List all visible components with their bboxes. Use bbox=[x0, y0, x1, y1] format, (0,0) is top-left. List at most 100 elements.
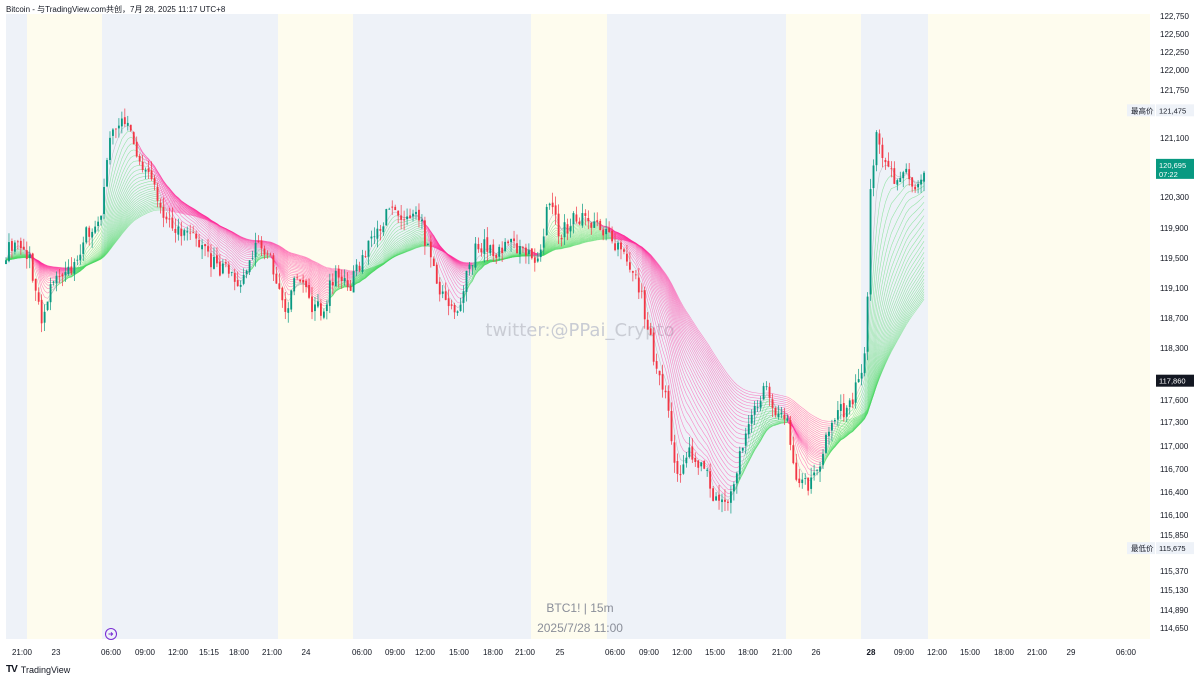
ribbon-segment bbox=[392, 215, 396, 219]
ribbon-segment bbox=[282, 276, 286, 285]
ribbon-segment bbox=[320, 300, 325, 304]
ribbon-segment bbox=[383, 232, 387, 240]
ribbon-segment bbox=[647, 301, 651, 311]
ribbon-segment bbox=[100, 227, 105, 237]
ribbon-segment bbox=[510, 245, 515, 248]
ribbon-segment bbox=[894, 185, 898, 188]
ribbon-segment bbox=[118, 139, 123, 148]
ribbon-segment bbox=[451, 286, 455, 293]
ribbon-segment bbox=[650, 302, 654, 316]
ribbon-segment bbox=[231, 264, 235, 269]
ribbon-segment bbox=[706, 461, 711, 468]
ribbon-segment bbox=[668, 381, 672, 399]
ribbon-segment bbox=[124, 138, 129, 144]
ribbon-segment bbox=[314, 297, 319, 300]
ribbon-segment bbox=[724, 494, 729, 498]
ribbon-segment bbox=[549, 221, 553, 229]
ribbon-segment bbox=[323, 300, 327, 303]
ribbon-segment bbox=[124, 131, 129, 136]
ribbon-segment bbox=[683, 438, 687, 443]
ribbon-segment bbox=[760, 407, 764, 417]
ribbon-segment bbox=[237, 275, 241, 279]
ribbon-segment bbox=[118, 129, 123, 137]
ribbon-segment bbox=[17, 250, 21, 252]
ribbon-segment bbox=[632, 264, 637, 270]
ribbon-segment bbox=[793, 429, 797, 442]
ribbon-segment bbox=[53, 285, 57, 290]
ribbon-segment bbox=[552, 219, 556, 223]
ribbon-segment bbox=[216, 249, 221, 255]
ribbon-segment bbox=[436, 251, 441, 261]
ribbon-segment bbox=[41, 284, 45, 291]
ribbon-segment bbox=[629, 251, 634, 257]
ribbon-segment bbox=[510, 242, 515, 244]
ribbon-segment bbox=[870, 267, 874, 309]
ribbon-segment bbox=[671, 398, 675, 416]
ribbon-segment bbox=[365, 262, 369, 269]
ribbon-segment bbox=[718, 489, 723, 493]
ribbon-segment bbox=[35, 274, 39, 286]
ribbon-segment bbox=[712, 474, 717, 480]
ribbon-segment bbox=[507, 242, 512, 247]
ribbon-segment bbox=[677, 448, 681, 460]
ribbon-segment bbox=[876, 203, 880, 229]
ribbon-segment bbox=[276, 263, 280, 269]
ribbon-segment bbox=[695, 450, 699, 455]
ribbon-segment bbox=[115, 147, 120, 157]
ribbon-segment bbox=[873, 228, 877, 268]
ribbon-segment bbox=[237, 278, 241, 282]
ribbon-segment bbox=[204, 240, 209, 245]
ribbon-segment bbox=[807, 467, 812, 471]
ribbon-segment bbox=[638, 272, 643, 279]
ribbon-segment bbox=[864, 355, 868, 379]
ribbon-segment bbox=[228, 259, 232, 263]
ribbon-segment bbox=[62, 279, 66, 283]
ribbon-segment bbox=[222, 255, 226, 258]
ribbon-segment bbox=[620, 239, 625, 243]
ribbon-segment bbox=[44, 290, 48, 294]
ribbon-segment bbox=[317, 296, 322, 302]
ribbon-segment bbox=[448, 288, 452, 294]
ribbon-segment bbox=[163, 190, 167, 197]
ribbon-segment bbox=[151, 166, 155, 173]
ribbon-segment bbox=[620, 241, 625, 246]
ribbon-segment bbox=[897, 175, 901, 178]
ribbon-segment bbox=[279, 277, 283, 287]
ribbon-segment bbox=[317, 298, 322, 304]
ribbon-segment bbox=[703, 458, 708, 462]
ribbon-segment bbox=[106, 181, 111, 200]
ribbon-segment bbox=[870, 291, 874, 327]
ribbon-segment bbox=[82, 253, 87, 262]
ribbon-segment bbox=[190, 231, 194, 233]
ribbon-segment bbox=[91, 245, 96, 250]
ribbon-segment bbox=[383, 237, 387, 244]
ribbon-segment bbox=[139, 146, 143, 153]
ribbon-segment bbox=[198, 236, 203, 240]
ribbon-segment bbox=[97, 227, 102, 234]
ribbon-segment bbox=[231, 262, 235, 267]
ribbon-segment bbox=[184, 222, 188, 225]
ribbon-segment bbox=[56, 283, 60, 287]
ribbon-segment bbox=[88, 249, 93, 254]
ribbon-segment bbox=[484, 253, 488, 255]
ribbon-segment bbox=[867, 326, 871, 366]
watermark-text: twitter:@PPai_Crypto bbox=[485, 320, 674, 341]
ribbon-segment bbox=[454, 292, 458, 298]
ribbon-segment bbox=[439, 276, 443, 283]
ribbon-segment bbox=[712, 485, 717, 491]
session-band bbox=[27, 14, 102, 639]
bar-date-label: 2025/7/28 11:00 bbox=[537, 621, 623, 635]
ribbon-segment bbox=[59, 281, 63, 284]
ribbon-segment bbox=[285, 284, 289, 291]
ribbon-segment bbox=[510, 243, 515, 246]
ribbon-segment bbox=[448, 295, 452, 301]
ribbon-segment bbox=[712, 479, 717, 485]
ribbon-segment bbox=[115, 167, 120, 177]
ribbon-segment bbox=[112, 167, 117, 179]
ribbon-segment bbox=[82, 257, 87, 264]
ribbon-segment bbox=[721, 487, 726, 492]
ribbon-segment bbox=[798, 450, 803, 458]
ribbon-segment bbox=[204, 238, 209, 242]
ribbon-segment bbox=[311, 292, 316, 296]
